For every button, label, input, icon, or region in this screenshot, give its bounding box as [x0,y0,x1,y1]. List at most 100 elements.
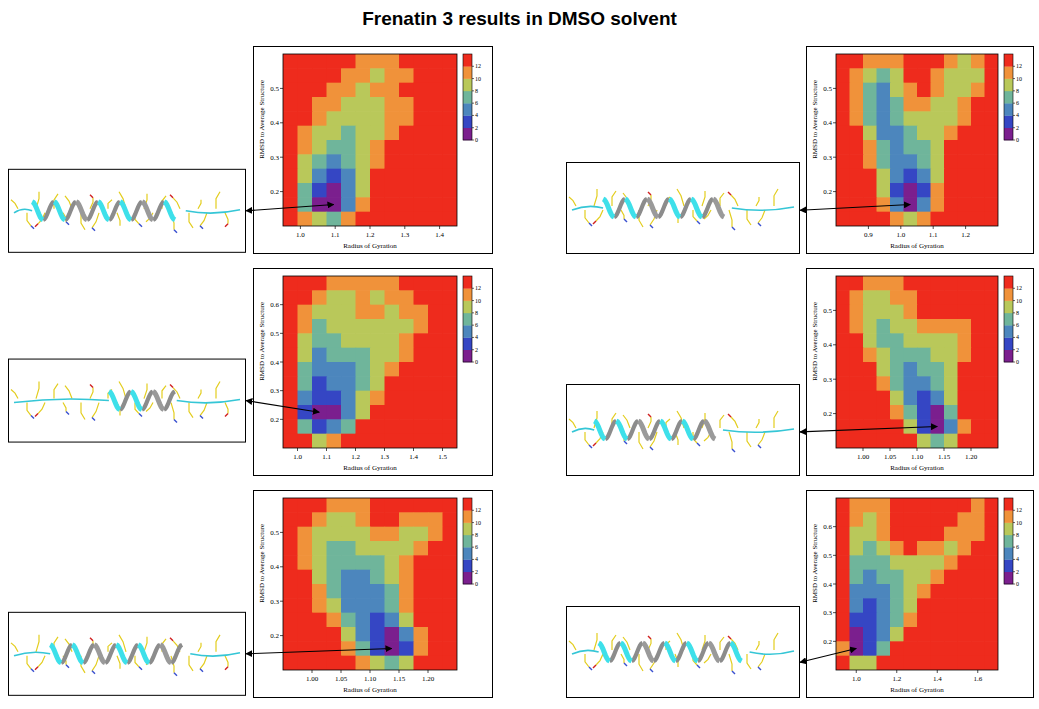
heatmap-cell [890,140,904,155]
colorbar-band [463,535,472,548]
heatmap-cell [428,319,443,334]
heatmap-cell [904,656,918,670]
colorbar-tick [1013,115,1015,116]
side-chain [731,417,738,428]
heatmap-cell [283,613,298,628]
colorbar-band [463,337,472,350]
heatmap-cell [327,541,342,556]
heatmap-cell [399,627,414,642]
helix-back [649,421,660,439]
heatmap-cell [428,391,443,406]
heatmap-cell [904,376,918,391]
heatmap-cell [428,68,443,83]
heatmap-cell [890,362,904,377]
y-tick [833,413,836,414]
heatmap-cell [341,333,356,348]
heatmap-cell [370,126,385,141]
heatmap-cell [985,555,999,570]
heatmap-cell [414,434,429,448]
heatmap-cell [370,527,385,542]
heatmap-cell [958,598,972,613]
colorbar-tick-label: 2 [475,125,478,131]
y-tick [280,191,283,192]
heatmap-cell [850,276,864,291]
heatmap-cell [385,111,400,126]
plot-data [283,54,457,226]
heatmap-cell [385,319,400,334]
side-chain-tip [174,420,177,423]
heatmap-cell [890,598,904,613]
y-tick [833,344,836,345]
side-chain [758,654,765,667]
heatmap-cell [985,97,999,112]
heatmap-cell [327,319,342,334]
heatmap-cell [850,333,864,348]
side-chain [225,403,228,414]
heatmap-cell [863,333,877,348]
heatmap-cell [944,348,958,363]
heatmap-cell [298,348,313,363]
heatmap-cell [312,584,327,599]
heatmap-cell [985,541,999,556]
heatmap-cell [917,598,931,613]
heatmap-cell [298,434,313,448]
heatmap-cell [944,319,958,334]
heatmap-cell [917,319,931,334]
panel-frame [807,269,1034,476]
heatmap-cell [917,570,931,585]
heatmap-cell [958,68,972,83]
heatmap-cell [341,512,356,527]
heatmap-cell [283,183,298,198]
heatmap-cell [890,319,904,334]
side-chain [27,656,31,669]
heatmap-cell [428,97,443,112]
heatmap-cell [428,541,443,556]
side-chain [216,382,220,399]
heatmap-cell [341,362,356,377]
heatmap-cell [836,319,850,334]
helix-front [142,202,153,220]
heatmap-cell [443,212,458,226]
y-tick [280,88,283,89]
helix-back [153,202,164,220]
heatmap-cell [341,183,356,198]
side-chain-tip [589,667,592,670]
heatmap-cell [312,305,327,320]
heatmap-cell [298,641,313,656]
heatmap-cell [414,362,429,377]
heatmap-cell [985,584,999,599]
colorbar-tick-label: 12 [1016,285,1022,291]
colorbar-tick [472,312,474,313]
colorbar-tick-label: 12 [475,507,481,513]
colorbar-tick-label: 0 [475,359,478,365]
heatmap-cell [931,276,945,291]
heatmap-cell [370,183,385,198]
heatmap-cell [958,54,972,69]
heatmap-cell [877,140,891,155]
heatmap-cell [890,656,904,670]
heatmap-cell [356,541,371,556]
heatmap-cell [414,584,429,599]
heatmap-cell [863,140,877,155]
heatmap-cell [399,111,414,126]
heatmap-cell [298,83,313,98]
heatmap-cell [958,140,972,155]
heatmap-cell [904,83,918,98]
coil [572,206,603,210]
heatmap-cell [370,512,385,527]
heatmap-cell [944,97,958,112]
helix-back [632,643,643,661]
heatmap-cell [298,541,313,556]
heatmap-cell [863,627,877,642]
heatmap-cell [850,627,864,642]
side-chain [729,432,732,449]
colorbar-tick-label: 6 [1016,544,1019,550]
side-chain-tip [174,230,177,233]
coil [14,209,32,213]
heatmap-cell [836,405,850,420]
y-tick-label: 0.2 [823,188,832,196]
heatmap-cell [944,212,958,226]
colorbar-band [463,510,472,523]
heatmap-cell [356,362,371,377]
heatmap-cell [312,212,327,226]
